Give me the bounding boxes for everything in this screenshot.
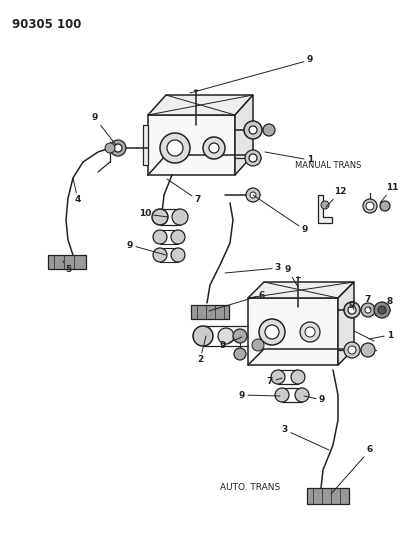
Circle shape [361,343,375,357]
Circle shape [153,230,167,244]
Polygon shape [48,255,86,269]
Text: 6: 6 [209,290,265,311]
Polygon shape [307,488,349,504]
Circle shape [234,348,246,360]
Circle shape [172,209,188,225]
Circle shape [245,150,261,166]
Polygon shape [148,115,235,175]
Text: 9: 9 [127,240,166,255]
Text: MANUAL TRANS: MANUAL TRANS [295,160,361,169]
Text: 1: 1 [265,152,313,165]
Text: AUTO. TRANS: AUTO. TRANS [220,483,280,492]
Circle shape [203,137,225,159]
Text: 3: 3 [225,263,281,273]
Circle shape [361,303,375,317]
Circle shape [244,121,262,139]
Circle shape [110,140,126,156]
Text: 12: 12 [326,188,346,207]
Circle shape [363,199,377,213]
Polygon shape [318,195,332,223]
Circle shape [300,322,320,342]
Circle shape [271,370,285,384]
Polygon shape [143,125,148,165]
Text: 9: 9 [349,301,355,310]
Polygon shape [191,305,229,319]
Text: 2: 2 [197,336,206,365]
Circle shape [366,202,374,210]
Text: 9: 9 [190,55,313,93]
Circle shape [160,133,190,163]
Text: 9: 9 [92,114,116,145]
Text: 6: 6 [331,446,373,494]
Circle shape [305,327,315,337]
Circle shape [344,302,360,318]
Circle shape [167,140,183,156]
Text: 7: 7 [365,295,371,309]
Text: 9: 9 [304,395,325,405]
Circle shape [348,306,356,314]
Circle shape [171,248,185,262]
Circle shape [265,325,279,339]
Circle shape [380,201,390,211]
Circle shape [344,342,360,358]
Text: 4: 4 [73,178,81,205]
Polygon shape [338,282,354,365]
Circle shape [209,143,219,153]
Text: 9: 9 [253,195,308,235]
Circle shape [374,302,390,318]
Text: 10: 10 [139,209,168,219]
Circle shape [378,306,386,314]
Text: 3: 3 [282,425,329,450]
Text: 9: 9 [285,265,298,287]
Text: 9: 9 [220,337,242,350]
Text: 5: 5 [63,261,71,274]
Text: 1: 1 [369,330,393,340]
Polygon shape [148,95,253,115]
Circle shape [321,201,329,209]
Circle shape [291,370,305,384]
Text: 7: 7 [167,179,201,205]
Text: 9: 9 [239,391,280,400]
Circle shape [249,154,257,162]
Circle shape [263,124,275,136]
Text: 90305 100: 90305 100 [12,18,82,31]
Circle shape [114,144,122,152]
Circle shape [152,209,168,225]
Circle shape [275,388,289,402]
Polygon shape [235,95,253,175]
Circle shape [153,248,167,262]
Text: 7: 7 [267,377,282,386]
Text: 11: 11 [380,183,398,203]
Circle shape [105,143,115,153]
Circle shape [348,346,356,354]
Text: 8: 8 [384,297,393,309]
Circle shape [249,126,257,134]
Circle shape [246,188,260,202]
Circle shape [250,192,256,198]
Polygon shape [248,298,338,365]
Circle shape [218,328,234,344]
Circle shape [171,230,185,244]
Circle shape [193,326,213,346]
Circle shape [295,388,309,402]
Circle shape [259,319,285,345]
Circle shape [233,329,247,343]
Circle shape [365,307,371,313]
Polygon shape [248,282,354,298]
Circle shape [252,339,264,351]
